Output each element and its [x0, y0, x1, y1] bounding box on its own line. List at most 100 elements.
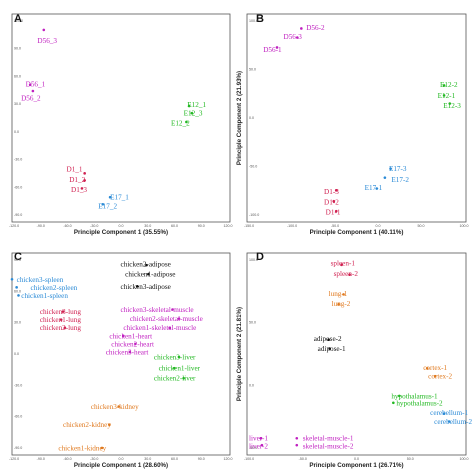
data-point — [295, 443, 299, 447]
y-tick-label: 120.0 — [14, 19, 23, 23]
x-tick-label: 60.0 — [171, 224, 178, 228]
point-label: E12-2 — [440, 81, 458, 89]
panel-letter-d: D — [256, 251, 264, 263]
y-tick-label: 0.0 — [14, 352, 19, 356]
data-point — [295, 36, 299, 39]
y-tick-label: 100.0 — [249, 19, 258, 23]
x-tick-label: 0.0 — [354, 457, 359, 461]
x-tick-label: 0.0 — [376, 224, 381, 228]
point-label: chicken1-heart — [109, 332, 152, 340]
point-label: E12_2 — [171, 119, 190, 127]
point-label: chicken3-adipose — [121, 283, 171, 291]
panel-c: C -120.0 -90.0 -60.0 -30.0 0.0 30.0 60.0 90.0 120… — [9, 251, 233, 469]
point-label: chicken3-liver — [154, 354, 196, 362]
point-label: E12-3 — [443, 102, 461, 110]
data-point — [442, 412, 446, 415]
x-tick-label: 100.0 — [460, 224, 469, 228]
x-tick-label: -90.0 — [37, 224, 45, 228]
data-point — [300, 27, 303, 30]
point-label: chicken3-heart — [106, 348, 149, 356]
point-label: E12-1 — [438, 92, 456, 100]
data-point — [171, 308, 174, 311]
x-tick-label: 90.0 — [198, 224, 205, 228]
panel-a: A -120.0 -90.0 -60.0 -30.0 0.0 30.0 60.0 90.0 120… — [9, 13, 233, 236]
data-point — [117, 405, 120, 408]
y-tick-label: 100.0 — [249, 258, 258, 262]
point-label: spleen-2 — [334, 270, 359, 278]
data-point — [328, 347, 331, 350]
point-label: chicken2-skeletal-muscle — [130, 315, 203, 323]
point-label: chicken1-skeletal-muscle — [123, 324, 196, 332]
data-point — [334, 209, 338, 213]
data-point — [433, 374, 437, 378]
x-tick-label: 90.0 — [198, 457, 205, 461]
point-label: lung-1 — [329, 290, 348, 298]
point-label: chicken1-adipose — [125, 271, 175, 279]
point-label: liver-2 — [249, 443, 268, 451]
data-point — [147, 272, 150, 276]
data-point — [134, 342, 137, 346]
point-label: chicken2-lung — [40, 324, 82, 332]
x-tick-label: 120.0 — [224, 224, 233, 228]
data-point — [348, 273, 351, 276]
panel-letter-a: A — [14, 13, 22, 25]
point-label: D1_1 — [67, 165, 83, 173]
point-label: chicken2-spleen — [31, 284, 78, 292]
point-label: adipose-1 — [318, 345, 346, 353]
point-label: chicken1-kidney — [58, 444, 106, 452]
x-axis-title-c: Principle Component 1 (28.60%) — [74, 462, 168, 469]
point-label: chicken1-liver — [159, 365, 201, 373]
point-label: D1-3 — [324, 188, 339, 196]
point-label: chicken3-spleen — [17, 276, 64, 284]
data-point — [15, 286, 18, 289]
point-label: chicken3-kidney — [91, 403, 139, 411]
data-point — [10, 277, 14, 281]
point-label: D1_2 — [69, 176, 85, 184]
point-label: D56_1 — [26, 80, 46, 88]
plot-area-d — [246, 252, 467, 456]
x-tick-label: -90.0 — [37, 457, 45, 461]
data-point — [425, 366, 429, 370]
point-label: D1-1 — [326, 209, 341, 217]
panel-d: D -100.0 -50.0 0.0 50.0 100.0 100.0 50.0 0.0 -50.… — [236, 251, 472, 469]
data-point — [187, 104, 191, 108]
x-tick-label: 30.0 — [144, 457, 151, 461]
x-tick-label: 30.0 — [144, 224, 151, 228]
point-label: chicken1-spleen — [21, 292, 68, 300]
point-label: chicken3-lung — [40, 308, 82, 316]
data-point — [17, 294, 20, 297]
y-tick-label: 90.0 — [14, 47, 21, 51]
data-point — [340, 263, 343, 267]
data-point — [447, 420, 451, 423]
x-tick-label: -30.0 — [90, 224, 98, 228]
data-point — [83, 179, 86, 182]
data-point — [259, 436, 263, 440]
point-label: adipose-2 — [314, 335, 342, 343]
point-label: D56-2 — [306, 24, 325, 32]
panel-b: B -150.0 -100.0 -50.0 0.0 50.0 100.0 100.0 50.0 0… — [236, 13, 469, 236]
x-tick-label: -100.0 — [287, 224, 297, 228]
data-point — [448, 102, 452, 105]
data-point — [122, 334, 125, 338]
x-axis-title-b: Principle Component 1 (40.11%) — [310, 229, 404, 236]
point-label: D56-3 — [284, 33, 303, 41]
point-label: liver-1 — [249, 435, 268, 443]
data-point — [145, 263, 148, 267]
plot-area-b — [246, 13, 467, 223]
y-tick-label: -90.0 — [14, 213, 22, 217]
x-tick-label: -150.0 — [244, 224, 254, 228]
data-point — [177, 317, 181, 320]
y-tick-label: 30.0 — [14, 102, 21, 106]
y-tick-label: 50.0 — [249, 68, 256, 72]
x-tick-label: 50.0 — [407, 457, 414, 461]
data-point — [327, 338, 330, 342]
data-point — [342, 293, 345, 296]
y-tick-label: 60.0 — [14, 289, 21, 293]
x-tick-label: 100.0 — [460, 457, 469, 461]
data-point — [295, 436, 299, 440]
x-tick-label: 120.0 — [224, 457, 233, 461]
y-tick-label: -50.0 — [249, 446, 257, 450]
y-axis-title-d: Principle Component 2 (21.81%) — [236, 307, 243, 401]
x-tick-label: -50.0 — [331, 224, 339, 228]
